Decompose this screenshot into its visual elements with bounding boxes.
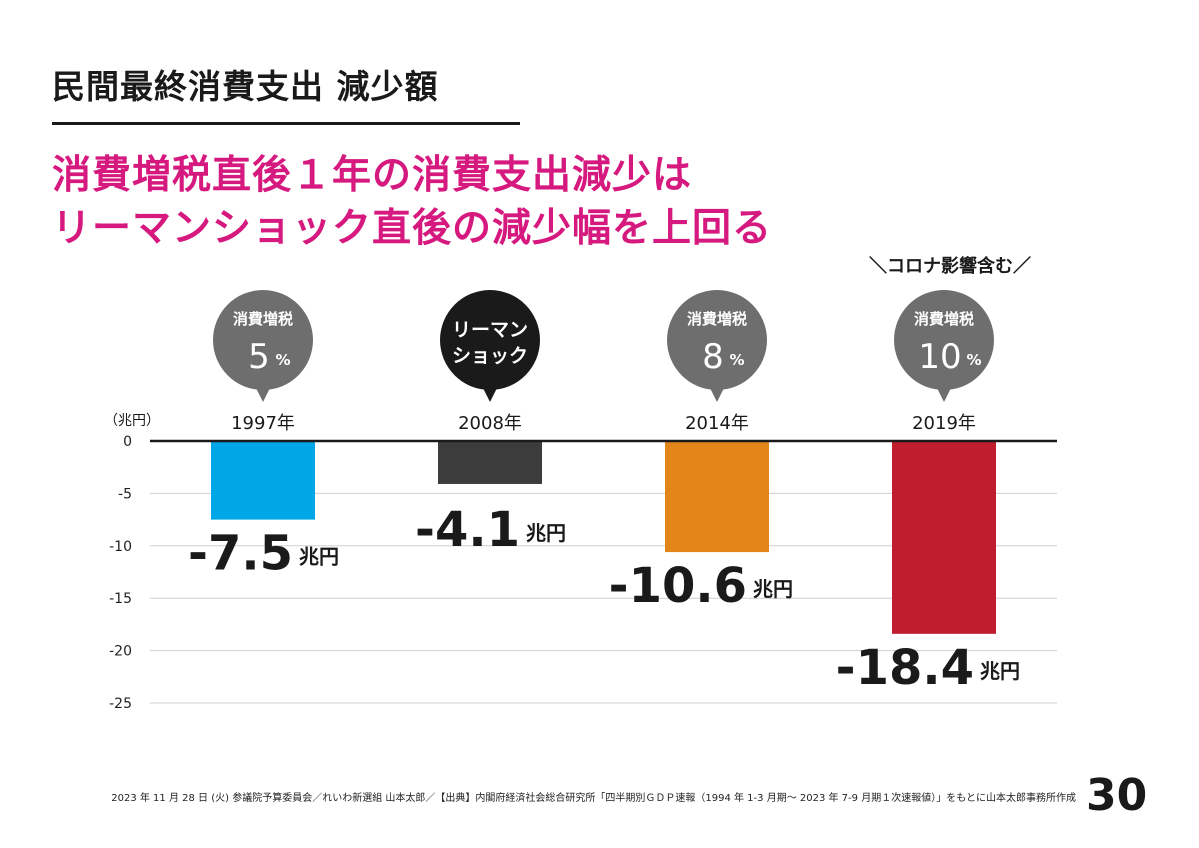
bar-2019年 <box>892 441 996 634</box>
bar-2014年 <box>665 441 769 553</box>
page-number: 30 <box>1086 770 1148 821</box>
bubble-label: ショック <box>452 345 528 367</box>
bubble-label: 消費増税 <box>687 310 747 328</box>
data-label-unit: 兆円 <box>753 577 793 601</box>
bubble-label: 消費増税 <box>914 310 974 328</box>
headline-line-2: リーマンショック直後の減少幅を上回る <box>52 206 773 251</box>
y-tick-label: -15 <box>109 591 132 607</box>
x-category-label: 2019年 <box>912 413 976 434</box>
data-label-value: -18.4 <box>836 640 974 696</box>
bubble-2 <box>440 290 540 390</box>
source-footnote: 2023 年 11 月 28 日 (火) 参議院予算委員会／れいわ新選組 山本太… <box>111 793 1076 804</box>
corona-note: ＼コロナ影響含む／ <box>869 256 1031 277</box>
bubble-3 <box>667 290 767 390</box>
data-label-value: -4.1 <box>415 502 520 558</box>
bubble-rate-unit: % <box>729 351 744 369</box>
bar-2008年 <box>438 441 542 484</box>
bubble-pointer <box>935 384 953 402</box>
x-category-label: 1997年 <box>231 413 295 434</box>
bubble-rate: 8 <box>702 337 724 377</box>
bubble-rate-unit: % <box>275 351 290 369</box>
data-label-unit: 兆円 <box>526 521 566 545</box>
y-tick-label: -20 <box>109 644 132 660</box>
bubble-label: リーマン <box>452 319 528 341</box>
y-tick-label: -10 <box>109 539 132 555</box>
y-tick-label: -5 <box>118 486 132 502</box>
y-tick-label: -25 <box>109 696 132 712</box>
bar-1997年 <box>211 441 315 520</box>
bubble-rate: 10 <box>918 337 961 377</box>
x-category-label: 2008年 <box>458 413 522 434</box>
bubble-label: 消費増税 <box>233 310 293 328</box>
x-category-label: 2014年 <box>685 413 749 434</box>
headline-line-1: 消費増税直後１年の消費支出減少は <box>52 153 693 198</box>
y-tick-label: 0 <box>123 434 132 450</box>
bubble-pointer <box>708 384 726 402</box>
bubble-pointer <box>254 384 272 402</box>
bubble-rate: 5 <box>248 337 270 377</box>
page-title: 民間最終消費支出 減少額 <box>52 67 439 106</box>
data-label-unit: 兆円 <box>980 659 1020 683</box>
y-axis-unit-label: （兆円） <box>104 413 160 429</box>
bubble-4 <box>894 290 994 390</box>
title-divider <box>52 122 520 125</box>
data-label-unit: 兆円 <box>299 545 339 569</box>
data-label-value: -10.6 <box>609 558 747 614</box>
data-label-value: -7.5 <box>188 526 293 582</box>
bubble-pointer <box>481 384 499 402</box>
bubble-1 <box>213 290 313 390</box>
bubble-rate-unit: % <box>966 351 981 369</box>
